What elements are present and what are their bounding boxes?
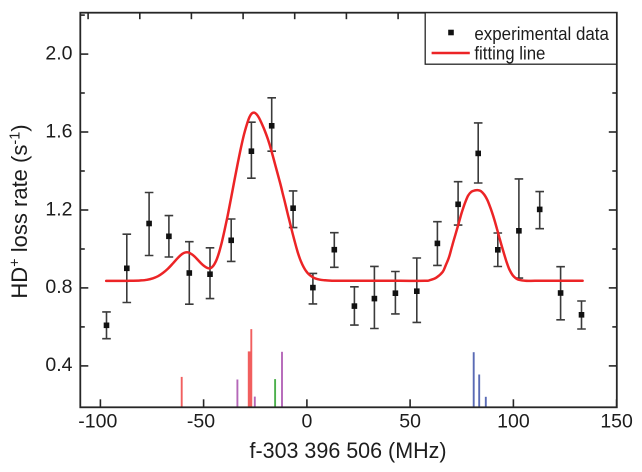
svg-text:0.8: 0.8 [45, 276, 72, 298]
svg-text:150: 150 [600, 411, 633, 433]
svg-text:experimental data: experimental data [474, 24, 609, 44]
svg-text:HD+ loss rate (s-1): HD+ loss rate (s-1) [7, 124, 32, 298]
svg-text:-100: -100 [78, 411, 117, 433]
svg-text:0.4: 0.4 [45, 354, 72, 376]
svg-text:0: 0 [301, 411, 312, 433]
svg-text:-50: -50 [187, 411, 215, 433]
svg-text:2.0: 2.0 [45, 42, 72, 64]
svg-text:fitting line: fitting line [474, 44, 545, 64]
svg-text:50: 50 [399, 411, 421, 433]
svg-text:1.6: 1.6 [45, 120, 72, 142]
svg-text:1.2: 1.2 [45, 198, 72, 220]
svg-text:100: 100 [497, 411, 530, 433]
svg-text:f-303 396 506 (MHz): f-303 396 506 (MHz) [250, 438, 447, 463]
